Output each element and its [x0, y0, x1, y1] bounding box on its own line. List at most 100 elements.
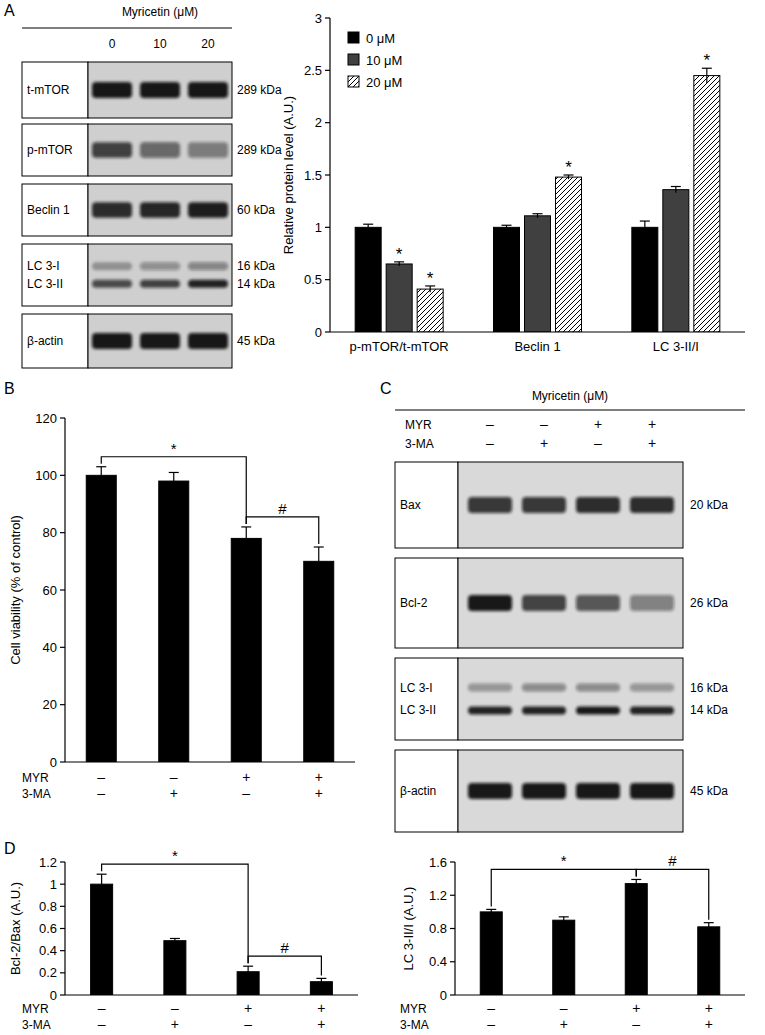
- significance-mark: #: [668, 852, 677, 869]
- y-tick-label: 1.2: [39, 855, 57, 870]
- y-tick-label: 40: [43, 640, 57, 655]
- header-line: [22, 27, 232, 28]
- band: [468, 497, 512, 513]
- error-cap: [97, 874, 107, 875]
- band: [576, 497, 620, 513]
- panel-letter: D: [4, 840, 16, 857]
- lane-label: 20: [201, 37, 215, 51]
- error-bar: [502, 225, 512, 229]
- error-line: [173, 472, 174, 489]
- band: [576, 595, 620, 611]
- significance-mark: *: [704, 51, 711, 70]
- error-bar: [671, 187, 681, 193]
- y-axis-label: Cell viability (% of control): [8, 515, 23, 665]
- error-cap: [671, 186, 681, 187]
- chart: 0 μM10 μM20 μM****00.511.522.53Relative …: [281, 11, 745, 355]
- protein-label: LC 3-II: [400, 703, 436, 717]
- label-box: [395, 658, 458, 740]
- significance-bracket: [248, 956, 321, 975]
- error-line: [537, 214, 538, 218]
- error-cap: [533, 213, 543, 214]
- y-tick-label: 1.6: [429, 855, 447, 870]
- y-tick: [325, 331, 330, 332]
- error-line: [675, 187, 676, 193]
- band: [188, 142, 228, 158]
- x-row-sign: +: [560, 1016, 568, 1032]
- protein-label: t-mTOR: [27, 83, 70, 97]
- significance-mark: *: [565, 158, 572, 177]
- error-cap: [170, 938, 180, 939]
- y-tick: [325, 174, 330, 175]
- x-tick-label: p-mTOR/t-mTOR: [350, 339, 449, 354]
- error-bar: [169, 472, 179, 489]
- label-box: [22, 184, 88, 236]
- kda-label: 26 kDa: [690, 596, 728, 610]
- kda-label: 45 kDa: [237, 334, 275, 348]
- band: [92, 280, 132, 288]
- label-box: [395, 750, 458, 832]
- x-row-sign: –: [97, 785, 105, 801]
- western-blot: Myricetin (μM)MYR––++3-MA–+–+Bax20 kDaBc…: [395, 389, 745, 832]
- bar: [417, 289, 443, 332]
- error-cap: [96, 466, 106, 467]
- band: [522, 684, 566, 692]
- error-line: [636, 879, 637, 887]
- error-bar: [170, 938, 180, 942]
- x-row-sign: –: [98, 1016, 106, 1032]
- bar: [386, 264, 412, 332]
- y-axis-label: Relative protein level (A.U.): [281, 96, 296, 254]
- kda-label: 20 kDa: [690, 498, 728, 512]
- significance-bracket: [102, 864, 249, 963]
- kda-label: 16 kDa: [237, 259, 275, 273]
- error-bar: [559, 917, 569, 924]
- x-row-sign: +: [242, 769, 250, 785]
- legend-swatch: [348, 76, 359, 87]
- bar: [525, 216, 551, 332]
- significance-bracket: [636, 869, 709, 919]
- legend: 0 μM10 μM20 μM: [348, 31, 402, 90]
- band: [140, 82, 180, 98]
- bar: [231, 538, 261, 762]
- legend-label: 20 μM: [366, 75, 402, 90]
- bar: [698, 927, 720, 995]
- x-row-sign: +: [317, 1000, 325, 1016]
- y-tick-label: 1: [315, 220, 322, 235]
- significance-mark: *: [427, 269, 434, 288]
- y-tick: [325, 279, 330, 280]
- y-tick-label: 120: [35, 411, 57, 426]
- x-row-label: 3-MA: [400, 1018, 429, 1032]
- y-tick-label: 0.8: [429, 921, 447, 936]
- y-tick: [60, 475, 65, 476]
- label-box: [22, 314, 88, 368]
- band: [188, 280, 228, 288]
- y-tick-label: 0.4: [429, 954, 447, 969]
- band: [92, 142, 132, 158]
- bar: [556, 177, 582, 332]
- band: [140, 142, 180, 158]
- y-tick-label: 0: [315, 325, 322, 340]
- error-line: [491, 909, 492, 914]
- band: [92, 82, 132, 98]
- y-tick-label: 1.2: [429, 888, 447, 903]
- chart: 00.20.40.60.811.2Bcl-2/Bax (A.U.)MYR––++…: [8, 847, 358, 1032]
- lane-row-label: 3-MA: [405, 437, 434, 451]
- chart: 020406080100120Cell viability (% of cont…: [8, 411, 355, 802]
- significance-mark: #: [278, 500, 287, 517]
- plot-marks: [86, 467, 334, 762]
- bar: [159, 481, 189, 762]
- band: [188, 262, 228, 270]
- y-tick-label: 2: [315, 115, 322, 130]
- y-tick: [60, 647, 65, 648]
- significance-mark: *: [172, 847, 178, 864]
- lane-sign: –: [486, 416, 494, 432]
- x-row-sign: –: [97, 769, 105, 785]
- lane-sign: +: [594, 416, 602, 432]
- error-bar: [97, 874, 107, 894]
- y-tick: [450, 895, 455, 896]
- label-box: [22, 124, 88, 176]
- bar: [663, 190, 689, 332]
- band: [630, 684, 674, 692]
- error-cap: [316, 978, 326, 979]
- protein-label: LC 3-I: [400, 681, 433, 695]
- legend-label: 0 μM: [366, 31, 395, 46]
